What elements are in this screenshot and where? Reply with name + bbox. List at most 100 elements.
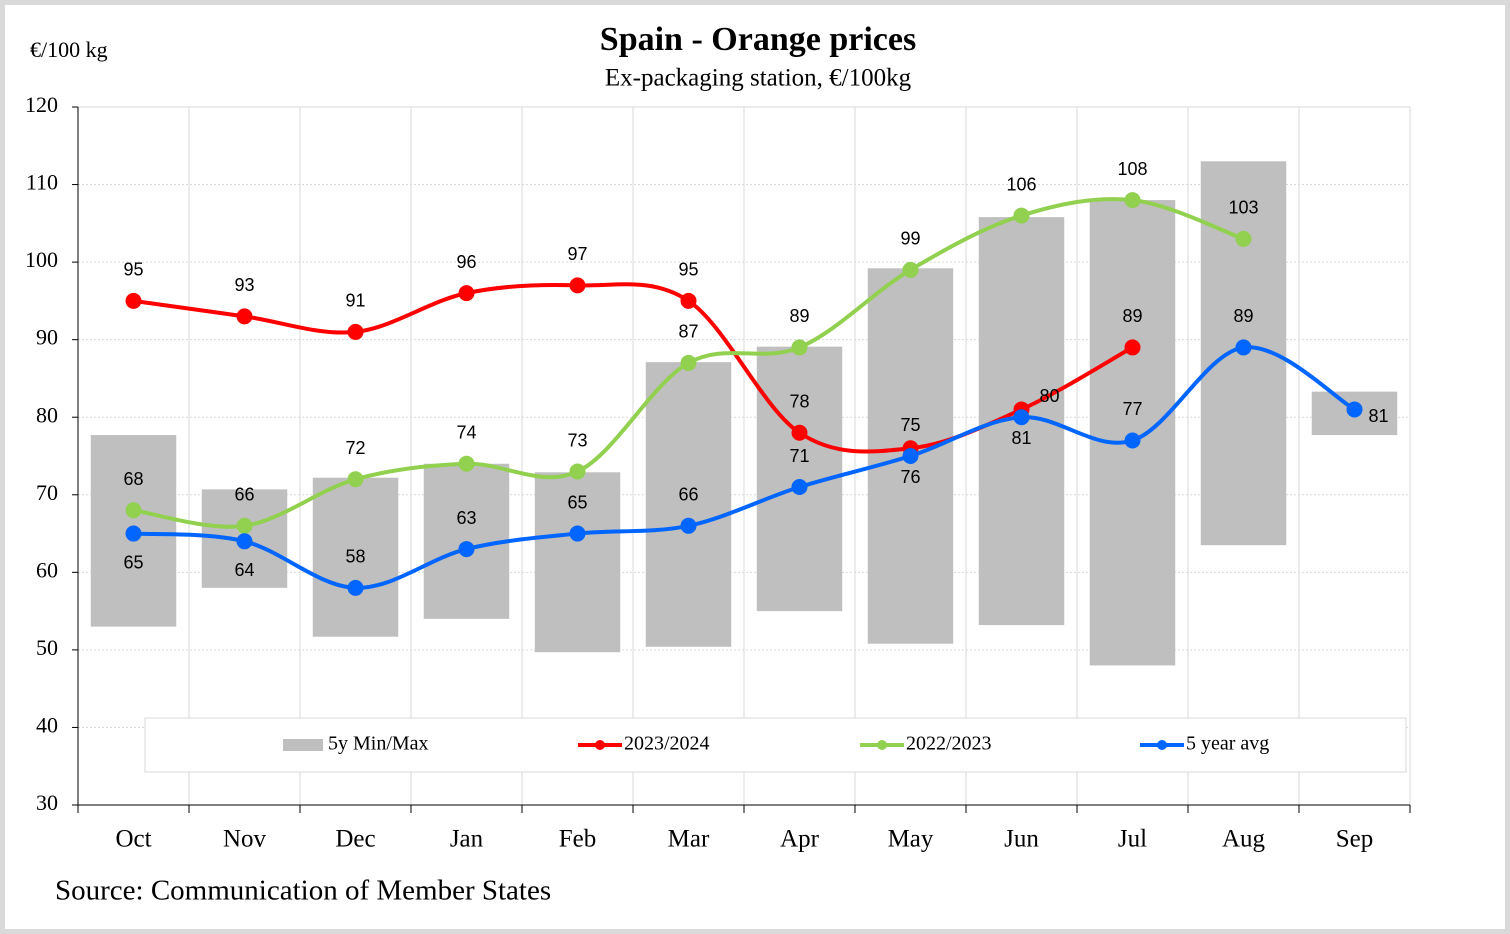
- legend-swatch: [283, 739, 323, 751]
- series-point: [125, 502, 142, 519]
- data-label: 58: [345, 547, 365, 567]
- x-tick-label: Jul: [1118, 826, 1147, 853]
- y-tick-label: 40: [36, 712, 58, 737]
- series-point: [680, 517, 697, 534]
- legend-swatch: [1157, 740, 1167, 750]
- data-label: 81: [1011, 428, 1031, 448]
- data-label: 65: [123, 552, 143, 572]
- data-label: 91: [345, 291, 365, 311]
- data-label: 76: [900, 467, 920, 487]
- y-tick-label: 50: [36, 635, 58, 660]
- range-bar: [645, 362, 732, 647]
- series-point: [125, 525, 142, 542]
- series-point: [680, 292, 697, 309]
- series-point: [791, 479, 808, 496]
- data-label: 74: [456, 423, 476, 443]
- series-point: [458, 541, 475, 558]
- data-label: 95: [123, 260, 143, 280]
- x-tick-label: Oct: [115, 826, 151, 853]
- series-point: [347, 323, 364, 340]
- data-label: 65: [567, 492, 587, 512]
- legend-label: 2022/2023: [906, 733, 992, 755]
- data-label: 72: [345, 438, 365, 458]
- series-point: [347, 579, 364, 596]
- data-label: 87: [678, 322, 698, 342]
- legend-label: 5y Min/Max: [328, 733, 429, 755]
- series-point: [1013, 207, 1030, 224]
- data-label: 68: [123, 469, 143, 489]
- series-point: [236, 308, 253, 325]
- data-label: 71: [789, 446, 809, 466]
- data-label: 96: [456, 252, 476, 272]
- chart-subtitle: Ex-packaging station, €/100kg: [605, 65, 912, 92]
- series-point: [902, 448, 919, 464]
- legend-swatch: [595, 740, 605, 750]
- legend-swatch: [877, 740, 887, 750]
- series-point: [791, 424, 808, 441]
- series-point: [1013, 409, 1030, 426]
- x-tick-label: Jun: [1004, 826, 1039, 853]
- x-tick-label: Jan: [450, 826, 484, 853]
- series-point: [458, 455, 475, 472]
- data-label: 103: [1228, 198, 1258, 218]
- series-line: [133, 345, 1356, 590]
- x-tick-label: Aug: [1222, 826, 1266, 853]
- x-tick-label: Apr: [780, 826, 820, 853]
- y-tick-label: 90: [36, 325, 58, 350]
- data-label: 99: [900, 229, 920, 249]
- data-label: 73: [567, 430, 587, 450]
- data-label: 93: [234, 275, 254, 295]
- series-point: [458, 285, 475, 302]
- x-tick-label: Nov: [223, 826, 267, 853]
- y-tick-label: 80: [36, 402, 58, 427]
- y-tick-label: 30: [36, 790, 58, 815]
- data-label: 66: [678, 485, 698, 505]
- series-point: [569, 277, 586, 294]
- y-axis-label: €/100 kg: [30, 37, 108, 62]
- y-tick-label: 70: [36, 480, 58, 505]
- data-label: 95: [678, 260, 698, 280]
- series-point: [1235, 339, 1252, 356]
- data-label: 66: [234, 485, 254, 505]
- data-label: 106: [1006, 174, 1036, 194]
- range-bar: [534, 472, 621, 653]
- x-tick-label: Mar: [668, 826, 710, 853]
- series-point: [1124, 192, 1141, 209]
- y-tick-label: 60: [36, 557, 58, 582]
- series-point: [125, 292, 142, 309]
- series-point: [347, 471, 364, 488]
- y-tick-label: 120: [25, 92, 58, 117]
- data-label: 89: [789, 306, 809, 326]
- data-label: 64: [234, 560, 254, 580]
- data-label: 108: [1117, 159, 1147, 179]
- data-label: 77: [1122, 399, 1142, 419]
- range-bar: [312, 477, 399, 637]
- legend: [144, 717, 1407, 773]
- series-point: [236, 517, 253, 534]
- data-label: 89: [1122, 306, 1142, 326]
- series-point: [569, 525, 586, 542]
- legend-label: 5 year avg: [1186, 733, 1269, 755]
- series-point: [236, 533, 253, 550]
- series-point: [569, 463, 586, 480]
- series-point: [1346, 401, 1363, 418]
- series-point: [1124, 339, 1141, 356]
- series-point: [902, 261, 919, 278]
- data-label: 63: [456, 508, 476, 528]
- data-label: 97: [567, 244, 587, 264]
- series-point: [1124, 432, 1141, 449]
- series-point: [680, 354, 697, 371]
- series-point: [791, 339, 808, 356]
- series-point: [1235, 230, 1252, 247]
- data-label: 80: [1040, 386, 1060, 406]
- source: Source: Communication of Member States: [55, 875, 551, 907]
- legend-label: 2023/2024: [624, 733, 710, 755]
- data-label: 78: [789, 391, 809, 411]
- data-label: 81: [1369, 406, 1389, 426]
- x-tick-label: Sep: [1336, 826, 1374, 853]
- data-label: 89: [1233, 306, 1253, 326]
- x-tick-label: Dec: [335, 826, 375, 853]
- data-label: 75: [900, 415, 920, 435]
- y-tick-label: 100: [25, 247, 58, 272]
